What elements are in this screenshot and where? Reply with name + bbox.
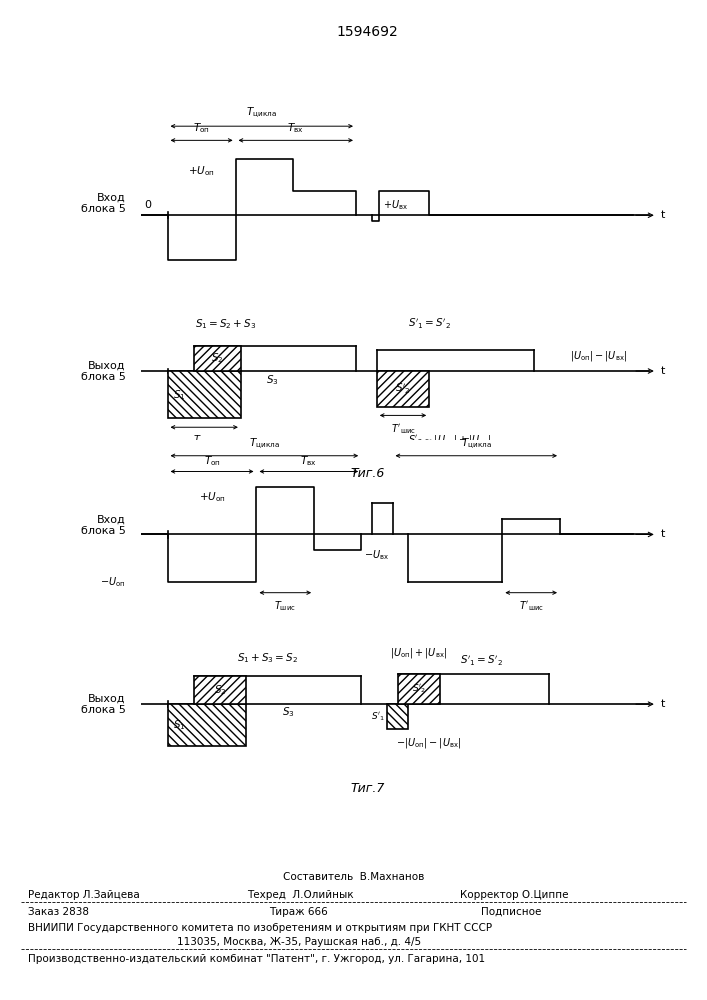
Text: t: t	[660, 529, 665, 539]
Text: $-U_{\sf вх}$: $-U_{\sf вх}$	[363, 548, 389, 562]
Text: $|U_{\sf оп}|+|U_{\sf вх}|$: $|U_{\sf оп}|+|U_{\sf вх}|$	[390, 646, 448, 660]
Text: $+U_{\sf оп}$: $+U_{\sf оп}$	[199, 490, 226, 504]
Text: $T_{\sf вх}$: $T_{\sf вх}$	[300, 454, 317, 468]
Text: $T_{\sf оп}$: $T_{\sf оп}$	[193, 121, 210, 135]
Bar	[194, 676, 246, 704]
Text: $S'_1=S'_2$: $S'_1=S'_2$	[460, 654, 503, 668]
Text: $S_3$: $S_3$	[281, 706, 294, 719]
Bar	[168, 371, 241, 418]
Text: t: t	[660, 366, 665, 376]
Bar	[377, 371, 429, 407]
Text: $S_1+S_3=S_2$: $S_1+S_3=S_2$	[237, 652, 298, 665]
Bar	[387, 704, 408, 729]
Text: 1594692: 1594692	[337, 25, 399, 39]
Text: $T_{\sf вх}$: $T_{\sf вх}$	[288, 121, 304, 135]
Text: ВНИИПИ Государственного комитета по изобретениям и открытиям при ГКНТ СССР: ВНИИПИ Государственного комитета по изоб…	[28, 923, 492, 933]
Text: $T'_{\sf шис}$: $T'_{\sf шис}$	[390, 422, 416, 436]
Text: $S_1$: $S_1$	[173, 718, 185, 732]
Text: Редактор Л.Зайцева: Редактор Л.Зайцева	[28, 890, 140, 900]
Text: $S'_2$: $S'_2$	[411, 683, 426, 695]
Text: Выход
блока 5: Выход блока 5	[81, 360, 126, 382]
Bar	[168, 704, 246, 746]
Text: $S'_2$: $S'_2$	[395, 382, 411, 396]
Text: $+U_{\sf вх}$: $+U_{\sf вх}$	[383, 198, 408, 212]
Text: Подписное: Подписное	[481, 907, 541, 917]
Text: Составитель  В.Махнанов: Составитель В.Махнанов	[283, 872, 424, 882]
Text: 113035, Москва, Ж-35, Раушская наб., д. 4/5: 113035, Москва, Ж-35, Раушская наб., д. …	[177, 937, 421, 947]
Text: Тираж 666: Тираж 666	[269, 907, 327, 917]
Text: $S'_1$: $S'_1$	[370, 710, 385, 723]
Text: Заказ 2838: Заказ 2838	[28, 907, 89, 917]
Text: Техред  Л.Олийнык: Техред Л.Олийнык	[247, 890, 354, 900]
Text: $T_{\sf цикла}$: $T_{\sf цикла}$	[461, 437, 491, 451]
Text: 0: 0	[144, 200, 151, 210]
Bar	[398, 674, 440, 704]
Text: $+U_{\sf оп}$: $+U_{\sf оп}$	[188, 164, 215, 178]
Text: Корректор О.Циппе: Корректор О.Циппе	[460, 890, 568, 900]
Text: $T_{\sf шис}$: $T_{\sf шис}$	[193, 433, 215, 447]
Text: $|U_{\sf оп}|-|U_{\sf вх}|$: $|U_{\sf оп}|-|U_{\sf вх}|$	[571, 349, 628, 363]
Text: $-|U_{\sf оп}|-|U_{\sf вх}|$: $-|U_{\sf оп}|-|U_{\sf вх}|$	[397, 736, 462, 750]
Text: t: t	[660, 210, 665, 220]
Text: $T_{\sf цикла}$: $T_{\sf цикла}$	[249, 437, 280, 451]
Text: Τиг.7: Τиг.7	[351, 782, 385, 795]
Text: t: t	[660, 699, 665, 709]
Text: $T_{\sf оп}$: $T_{\sf оп}$	[204, 454, 221, 468]
Text: $T_{\sf цикла}$: $T_{\sf цикла}$	[246, 106, 277, 120]
Text: $S'_2 \sim |U_{\sf оп}|+|U_{\sf вх}|$: $S'_2 \sim |U_{\sf оп}|+|U_{\sf вх}|$	[408, 433, 491, 447]
Text: $-U_{\sf оп}$: $-U_{\sf оп}$	[100, 575, 126, 589]
Text: $S_1$: $S_1$	[173, 388, 185, 402]
Text: $T_{\sf шис}$: $T_{\sf шис}$	[274, 599, 296, 613]
Text: Вход
блока 5: Вход блока 5	[81, 192, 126, 214]
Text: Выход
блока 5: Выход блока 5	[81, 693, 126, 715]
Text: $S'_1=S'_2$: $S'_1=S'_2$	[408, 317, 450, 331]
Bar	[194, 346, 241, 371]
Text: Производственно-издательский комбинат "Патент", г. Ужгород, ул. Гагарина, 101: Производственно-издательский комбинат "П…	[28, 954, 486, 964]
Text: $T'_{\sf шис}$: $T'_{\sf шис}$	[519, 599, 544, 613]
Text: $S_1=S_2+S_3$: $S_1=S_2+S_3$	[194, 317, 256, 331]
Text: $S_2$: $S_2$	[214, 683, 226, 697]
Text: $S_3$: $S_3$	[266, 373, 279, 387]
Text: Вход
блока 5: Вход блока 5	[81, 514, 126, 536]
Text: Τиг.6: Τиг.6	[351, 467, 385, 480]
Text: $S_2$: $S_2$	[211, 352, 223, 365]
